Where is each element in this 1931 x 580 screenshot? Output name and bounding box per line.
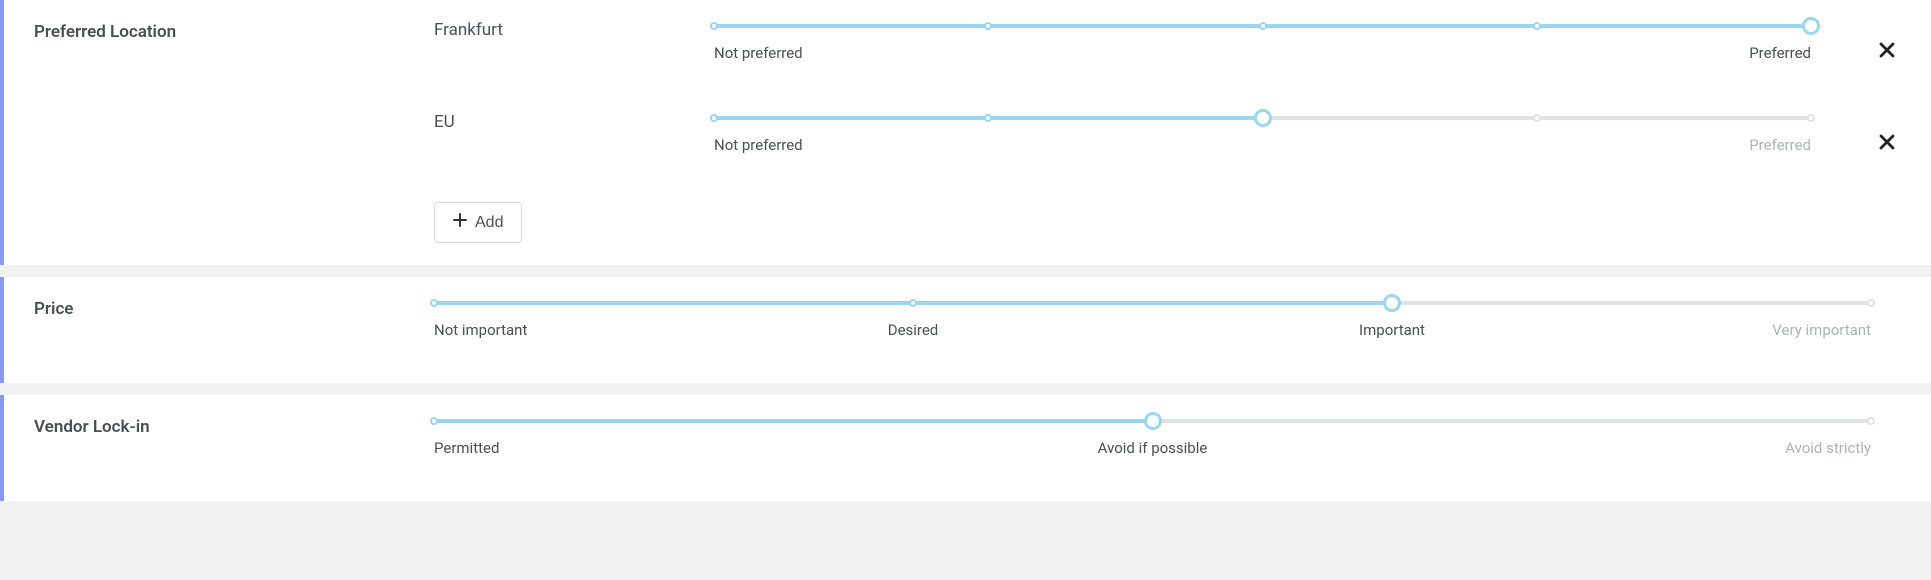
slider-handle[interactable] (1254, 109, 1272, 127)
close-icon (1879, 134, 1895, 154)
slider-label-right: Preferred (1749, 136, 1811, 154)
slider-handle[interactable] (1144, 412, 1162, 430)
plus-icon (453, 213, 467, 232)
slider-label-left: Not preferred (714, 136, 803, 154)
slider-tick-label: Desired (888, 321, 939, 339)
slider-tick-labels: Not important Desired Important Very import… (434, 321, 1871, 361)
slider-tick[interactable] (909, 299, 917, 307)
location-row: EU Not preferred Preferred (434, 110, 1901, 176)
remove-location-button[interactable] (1873, 38, 1901, 66)
slider-label-left: Not preferred (714, 44, 803, 62)
slider-tick[interactable] (430, 299, 438, 307)
location-row: Frankfurt Not preferred Preferred (434, 18, 1901, 84)
slider-tick[interactable] (984, 22, 992, 30)
slider-tick[interactable] (710, 114, 718, 122)
slider-label-right: Preferred (1749, 44, 1811, 62)
slider-tick[interactable] (984, 114, 992, 122)
slider-tick[interactable] (1807, 114, 1815, 122)
location-label: Frankfurt (434, 18, 714, 40)
slider-tick-labels: Permitted Avoid if possible Avoid strictly (434, 439, 1871, 479)
slider-end-labels: Not preferred Preferred (714, 44, 1811, 84)
add-location-button[interactable]: Add (434, 202, 522, 243)
slider-eu[interactable] (714, 110, 1811, 126)
panel-title-vendor: Vendor Lock-in (34, 413, 434, 437)
slider-handle[interactable] (1383, 294, 1401, 312)
panel-vendor-lockin: Vendor Lock-in Permitted Avoid if possibl… (0, 395, 1931, 501)
add-button-label: Add (475, 214, 503, 232)
slider-price[interactable] (434, 295, 1871, 311)
slider-handle[interactable] (1802, 17, 1820, 35)
remove-location-button[interactable] (1873, 130, 1901, 158)
slider-vendor-lockin[interactable] (434, 413, 1871, 429)
slider-tick[interactable] (1867, 299, 1875, 307)
slider-tick-label: Avoid if possible (1098, 439, 1208, 457)
panel-preferred-location: Preferred Location Frankfurt Not preferr… (0, 0, 1931, 265)
slider-tick[interactable] (430, 417, 438, 425)
slider-tick-label: Not important (434, 321, 527, 339)
close-icon (1879, 42, 1895, 62)
panel-price: Price Not important Desired Important Very … (0, 277, 1931, 383)
slider-end-labels: Not preferred Preferred (714, 136, 1811, 176)
panel-title-price: Price (34, 295, 434, 319)
slider-frankfurt[interactable] (714, 18, 1811, 34)
location-label: EU (434, 110, 714, 132)
slider-tick-label: Permitted (434, 439, 499, 457)
slider-tick-label: Avoid strictly (1785, 439, 1871, 457)
slider-tick[interactable] (1259, 22, 1267, 30)
slider-tick[interactable] (710, 22, 718, 30)
slider-tick[interactable] (1533, 114, 1541, 122)
slider-tick-label: Important (1359, 321, 1425, 339)
slider-tick-label: Very important (1772, 321, 1871, 339)
slider-tick[interactable] (1533, 22, 1541, 30)
slider-tick[interactable] (1867, 417, 1875, 425)
panel-title-location: Preferred Location (34, 18, 434, 42)
